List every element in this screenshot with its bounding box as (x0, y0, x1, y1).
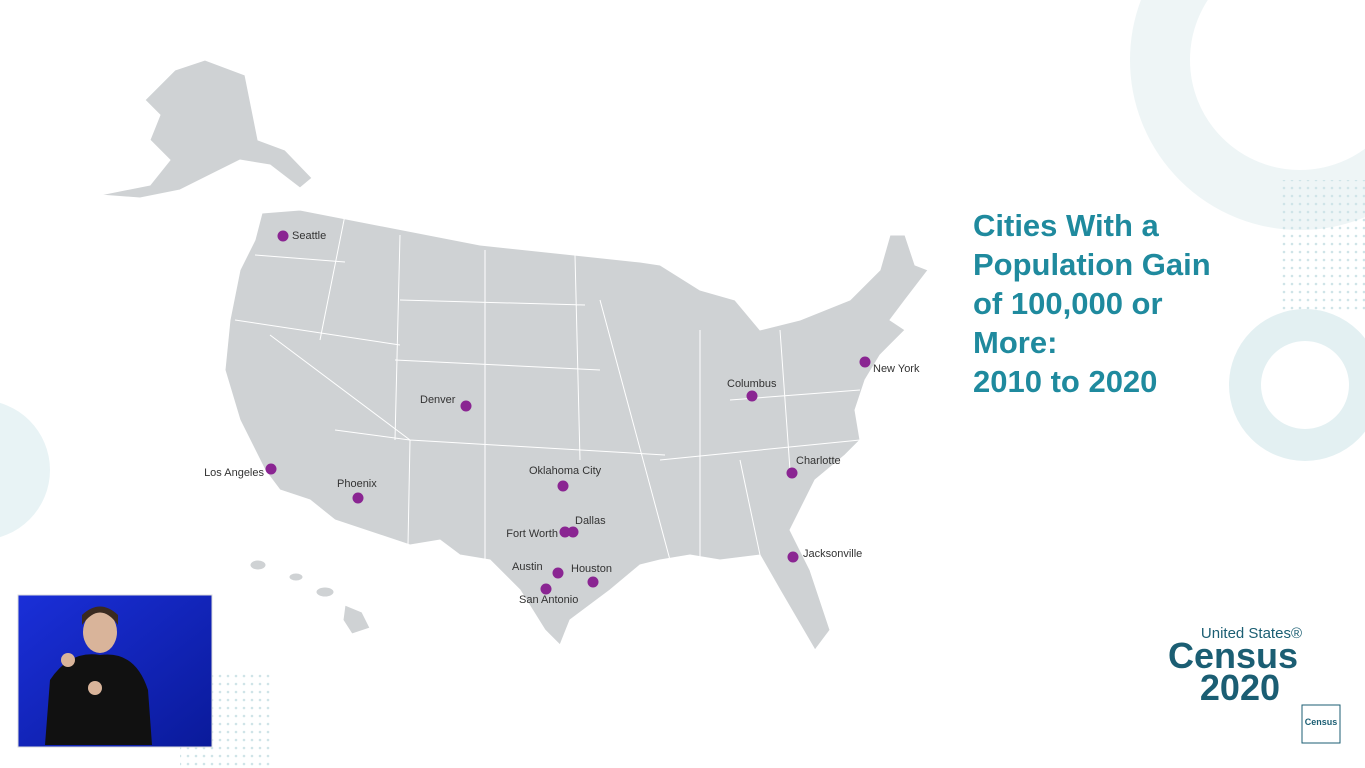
person-hair (82, 606, 118, 625)
city-label: Fort Worth (506, 528, 558, 540)
map (99, 59, 929, 651)
city-label: Los Angeles (204, 467, 264, 479)
city-dot (460, 400, 472, 412)
city-dot (277, 230, 289, 242)
title-line: More: (973, 325, 1057, 360)
city-dot (559, 526, 571, 538)
hawaii (288, 572, 304, 582)
city-label: Houston (571, 563, 612, 575)
person-hand (88, 681, 102, 695)
city-dot (787, 551, 799, 563)
decor-circle (1229, 309, 1365, 461)
city-label: Columbus (727, 378, 777, 390)
city-label: New York (873, 363, 920, 375)
title-line: of 100,000 or (973, 286, 1163, 321)
city-dot (557, 480, 569, 492)
alaska (99, 59, 313, 199)
logo-middle: Census (1168, 635, 1298, 676)
city-dot (552, 567, 564, 579)
person-hand (61, 653, 75, 667)
city-label: Phoenix (337, 478, 377, 490)
city-dot (746, 390, 758, 402)
city-dot (540, 583, 552, 595)
badge-text: Census (1305, 717, 1338, 727)
city-label: Seattle (292, 230, 326, 242)
city-label: Austin (512, 561, 543, 573)
decor-circle (0, 402, 50, 538)
logo-top: United States® (1201, 625, 1302, 642)
city-label: Oklahoma City (529, 465, 602, 477)
logo-bottom: 2020 (1200, 667, 1280, 708)
city-dot (786, 467, 798, 479)
person-head (83, 611, 117, 653)
person (45, 654, 152, 745)
city-dot (859, 356, 871, 368)
city-label: San Antonio (519, 594, 578, 606)
title-line: Cities With a (973, 208, 1160, 243)
title-line: Population Gain (973, 247, 1211, 282)
city-dot (265, 463, 277, 475)
lower-48 (224, 209, 929, 651)
hawaii (342, 604, 371, 635)
hawaii (249, 559, 267, 571)
city-dot (352, 492, 364, 504)
cities: Seattle New York Columbus Denver Los Angeles… (204, 230, 920, 606)
state-lines (234, 214, 861, 561)
decor-circle (1130, 0, 1365, 230)
decor-dots (1280, 180, 1365, 310)
hawaii (315, 586, 335, 598)
city-label: Charlotte (796, 455, 841, 467)
title-line: 2010 to 2020 (973, 364, 1157, 399)
city-label: Dallas (575, 515, 606, 527)
title: Cities With a Population Gain of 100,000 o… (973, 208, 1211, 399)
city-dot (567, 526, 579, 538)
badge (1301, 704, 1341, 744)
city-label: Jacksonville (803, 548, 862, 560)
interpreter-video (17, 594, 213, 748)
city-dot (587, 576, 599, 588)
city-label: Denver (420, 394, 456, 406)
